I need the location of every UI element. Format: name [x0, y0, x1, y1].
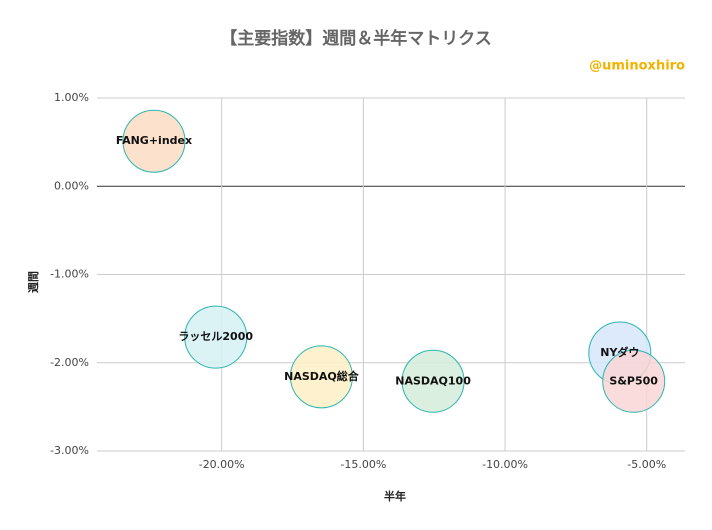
bubble — [602, 349, 666, 413]
bubble — [289, 345, 353, 409]
x-tick-label: -20.00% — [199, 458, 245, 471]
y-tick-label: -2.00% — [50, 356, 89, 369]
data-label: NYダウ — [600, 345, 639, 359]
y-tick-label: -3.00% — [50, 444, 89, 457]
bubble — [401, 349, 465, 413]
y-tick-label: 1.00% — [54, 91, 89, 104]
data-label: NASDAQ100 — [395, 374, 471, 387]
data-label: NASDAQ総合 — [284, 369, 360, 383]
y-tick-label: -1.00% — [50, 268, 89, 281]
data-label: S&P500 — [609, 374, 658, 387]
x-tick-label: -15.00% — [340, 458, 386, 471]
x-axis-label: 半年 — [384, 489, 406, 503]
x-tick-label: -5.00% — [627, 458, 666, 471]
x-tick-label: -10.00% — [482, 458, 528, 471]
chart-title: 【主要指数】週間＆半年マトリクス — [220, 28, 492, 49]
chart-subtitle: @uminoxhiro — [589, 59, 685, 74]
data-label: FANG+index — [116, 134, 192, 147]
bubble — [122, 109, 186, 173]
data-label: ラッセル2000 — [178, 330, 253, 343]
bubble — [184, 305, 248, 369]
y-axis-label: 週間 — [26, 271, 40, 293]
y-tick-label: 0.00% — [54, 179, 89, 192]
